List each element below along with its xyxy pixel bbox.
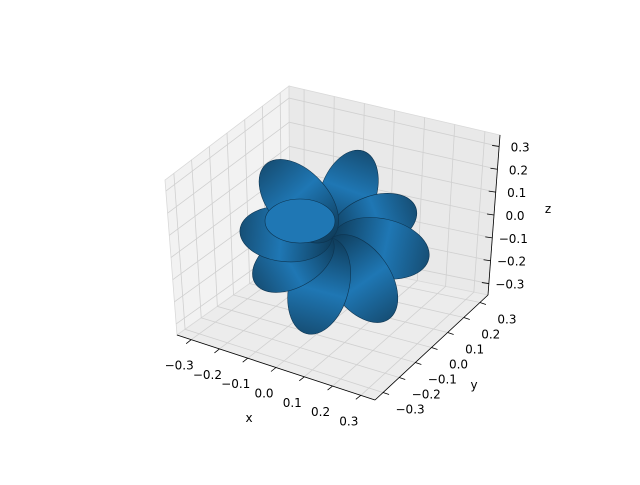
x-tick — [242, 357, 248, 363]
z-tick — [481, 282, 489, 284]
z-tick-label: 0.1 — [507, 186, 526, 200]
x-tick — [355, 395, 362, 400]
y-tick — [382, 392, 390, 395]
z-gridline — [167, 121, 498, 214]
y-tick-label: 0.0 — [449, 358, 468, 372]
x-tick-label: −0.2 — [193, 368, 222, 382]
x-tick-label: 0.1 — [283, 396, 302, 410]
tick-labels: −0.3−0.2−0.10.00.10.20.3−0.3−0.2−0.10.00… — [165, 140, 530, 428]
z-tick-label: 0.3 — [511, 140, 530, 154]
x-tick — [270, 367, 277, 372]
x-tick-label: −0.3 — [165, 359, 194, 373]
y-tick-label: 0.1 — [465, 343, 484, 357]
y-tick — [463, 317, 470, 320]
z-axis-label: z — [545, 202, 551, 216]
z-tick-label: −0.2 — [497, 255, 526, 269]
x-tick-label: 0.0 — [254, 387, 273, 401]
y-axis-label: y — [470, 378, 477, 392]
x-tick-label: 0.2 — [311, 405, 330, 419]
y-gridline — [173, 173, 384, 393]
y-gridline — [191, 159, 400, 378]
x-axis-label: x — [245, 411, 252, 425]
y-gridline — [226, 132, 432, 348]
y-tick — [479, 302, 487, 305]
x-gridline — [360, 131, 486, 396]
y-tick-label: −0.2 — [412, 388, 441, 402]
tick-marks — [185, 145, 500, 400]
x-tick — [299, 376, 305, 382]
x-tick-label: −0.1 — [221, 377, 250, 391]
x-tick — [214, 348, 220, 354]
z-tick — [490, 167, 498, 170]
y-tick — [431, 347, 438, 350]
x-tick — [327, 385, 333, 391]
z-gridline — [165, 97, 500, 192]
z-tick-label: −0.1 — [499, 232, 528, 246]
y-tick — [447, 332, 454, 335]
y-tick — [415, 362, 422, 365]
lobe-center-knot — [264, 198, 336, 244]
z-tick — [485, 236, 493, 239]
y-tick-label: 0.2 — [481, 328, 500, 342]
z-tick-label: 0.0 — [505, 209, 524, 223]
y-tick-label: 0.3 — [497, 313, 516, 327]
z-tick-label: 0.2 — [509, 163, 528, 177]
z-tick-label: −0.3 — [495, 278, 524, 292]
x-tick — [185, 339, 192, 344]
x-tick-label: 0.3 — [339, 414, 358, 428]
x-gridline — [332, 124, 456, 387]
z-tick — [486, 213, 495, 216]
z-tick — [488, 190, 496, 193]
y-tick-label: −0.3 — [396, 403, 425, 417]
y-gridline — [208, 146, 416, 363]
y-tick-label: −0.1 — [428, 373, 457, 387]
surface-lobes — [239, 149, 430, 335]
z-gridline — [169, 145, 496, 236]
y-tick — [399, 377, 406, 380]
x-gridline — [304, 117, 426, 378]
z-tick — [492, 145, 500, 147]
z-tick — [483, 259, 491, 262]
